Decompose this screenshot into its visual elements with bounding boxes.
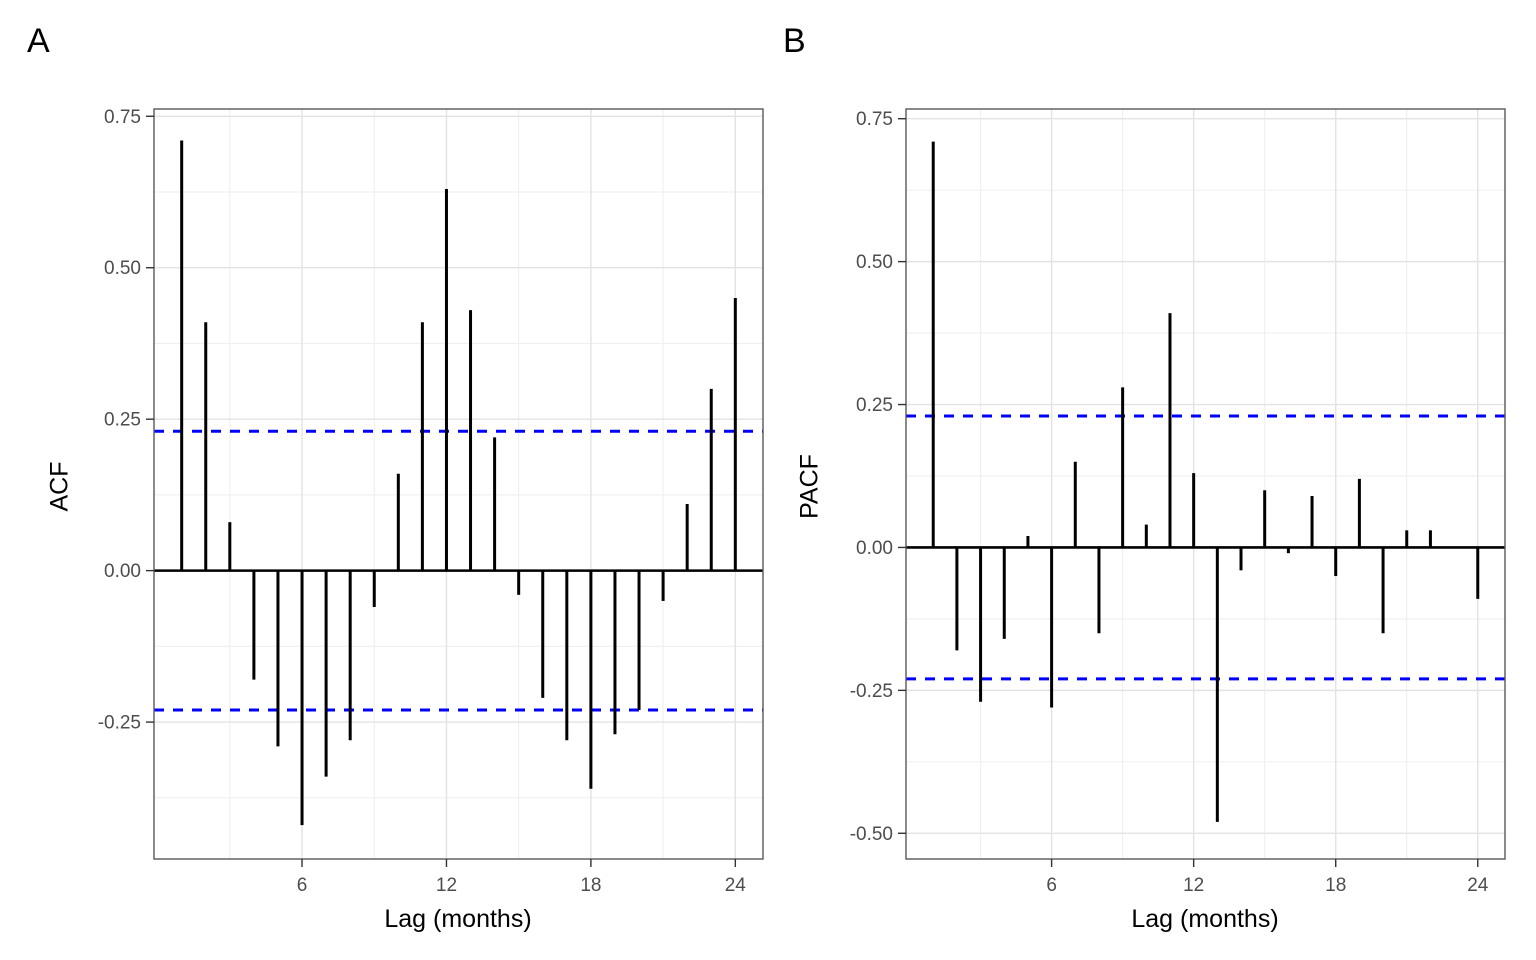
panel-tag-b: B (783, 22, 806, 60)
panel-acf: 0.75 0.50 0.25 0.00 -0.25 6 12 18 24 (98, 107, 764, 896)
panel-background (906, 109, 1505, 859)
x-axis-title-a: Lag (months) (384, 905, 532, 933)
y-tick-label: 0.00 (856, 538, 893, 559)
x-tick-label: 18 (580, 875, 601, 896)
x-tick-label: 18 (1325, 875, 1346, 896)
y-tick-label: 0.25 (856, 395, 893, 416)
y-tick-label: 0.50 (104, 258, 141, 279)
panel-border (905, 108, 1506, 860)
y-axis-title-acf: ACF (45, 461, 74, 512)
x-tick-label: 6 (297, 875, 308, 896)
y-tick-label: 0.00 (104, 561, 141, 582)
y-tick-label: 0.75 (104, 107, 141, 128)
panel-tag-a: A (27, 22, 50, 60)
y-tick-label: 0.75 (856, 109, 893, 130)
panel-border (153, 108, 764, 860)
y-tick-label: 0.25 (104, 410, 141, 431)
x-axis-title-b: Lag (months) (1131, 905, 1279, 933)
x-tick-label: 6 (1046, 875, 1057, 896)
y-tick-label: -0.25 (98, 713, 141, 734)
panel-background (154, 109, 763, 859)
x-tick-label: 24 (725, 875, 747, 896)
y-axis-title-pacf: PACF (795, 454, 824, 519)
y-tick-label: 0.50 (856, 252, 893, 273)
x-tick-label: 12 (436, 875, 457, 896)
y-tick-label: -0.25 (850, 681, 893, 702)
y-tick-label: -0.50 (850, 824, 893, 845)
x-tick-label: 24 (1467, 875, 1489, 896)
panel-pacf: 0.75 0.50 0.25 0.00 -0.25 -0.50 6 12 18 24 (850, 108, 1506, 896)
x-tick-label: 12 (1183, 875, 1204, 896)
